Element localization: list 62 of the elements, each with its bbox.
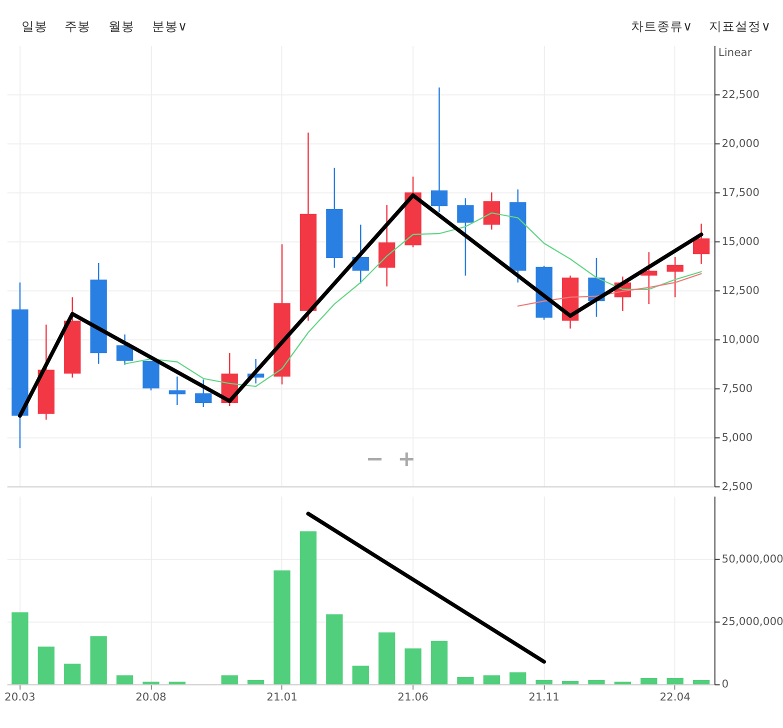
x-tick-label: 20.03: [4, 690, 36, 704]
y-tick-label: 22,500: [722, 88, 760, 101]
y-tick-label: 7,500: [722, 382, 753, 395]
bar: [640, 678, 658, 684]
line-series: [517, 273, 702, 307]
bar: [326, 614, 343, 684]
text: Linear: [718, 46, 752, 60]
y-tick-label: 5,000: [722, 430, 753, 444]
bar: [666, 678, 684, 684]
text: 일봉: [21, 20, 48, 35]
bar: [404, 648, 422, 684]
bar: [588, 680, 605, 684]
bar: [457, 677, 474, 684]
text: 차트종류∨: [630, 20, 692, 35]
line-series: [18, 193, 704, 418]
candlestick: [483, 192, 500, 230]
bar: [142, 682, 160, 684]
bar: [90, 636, 107, 684]
y-tick-label: 2,500: [722, 480, 753, 493]
bar: [221, 675, 238, 684]
bar: [692, 680, 710, 684]
bar: [536, 680, 552, 684]
y-tick-label: 17,500: [722, 186, 760, 199]
candlestick: [430, 86, 448, 213]
text: 지표설정∨: [709, 20, 771, 35]
bar: [562, 681, 579, 684]
bar: [168, 682, 186, 684]
candlestick: [195, 378, 212, 408]
text: 분봉∨: [152, 20, 188, 35]
x-tick-label: 22.04: [660, 690, 691, 704]
candlestick: [692, 223, 710, 265]
bar: [614, 682, 632, 684]
x-tick-label: 21.06: [398, 690, 429, 704]
bar: [274, 570, 290, 684]
bar: [510, 672, 526, 684]
bar: [352, 666, 369, 684]
y-tick-label: 15,000: [722, 234, 760, 248]
bar: [12, 612, 28, 684]
y-tick-label: 0: [722, 678, 729, 691]
annotation: +: [398, 446, 416, 472]
annotation: −: [366, 446, 384, 472]
y-tick-label: 10,000: [722, 332, 760, 346]
bar: [247, 680, 264, 684]
bar: [300, 531, 317, 684]
x-tick-label: 20.08: [136, 690, 167, 704]
y-tick-label: 25,000,000: [722, 615, 783, 628]
y-tick-label: 20,000: [722, 136, 760, 150]
y-tick-label: 12,500: [722, 284, 760, 297]
bar: [116, 675, 134, 684]
bar: [64, 664, 81, 684]
y-tick-label: 50,000,000: [722, 552, 783, 566]
candlestick: [666, 256, 684, 298]
x-tick-label: 21.11: [528, 690, 560, 704]
bar: [483, 675, 500, 684]
candlestick: [116, 334, 134, 366]
text: 주봉: [64, 20, 90, 35]
bar: [378, 632, 396, 684]
candlestick: [457, 198, 474, 276]
bar: [38, 646, 54, 684]
x-tick-label: 21.01: [266, 690, 298, 704]
bar: [430, 640, 448, 684]
text: 월봉: [108, 20, 135, 35]
